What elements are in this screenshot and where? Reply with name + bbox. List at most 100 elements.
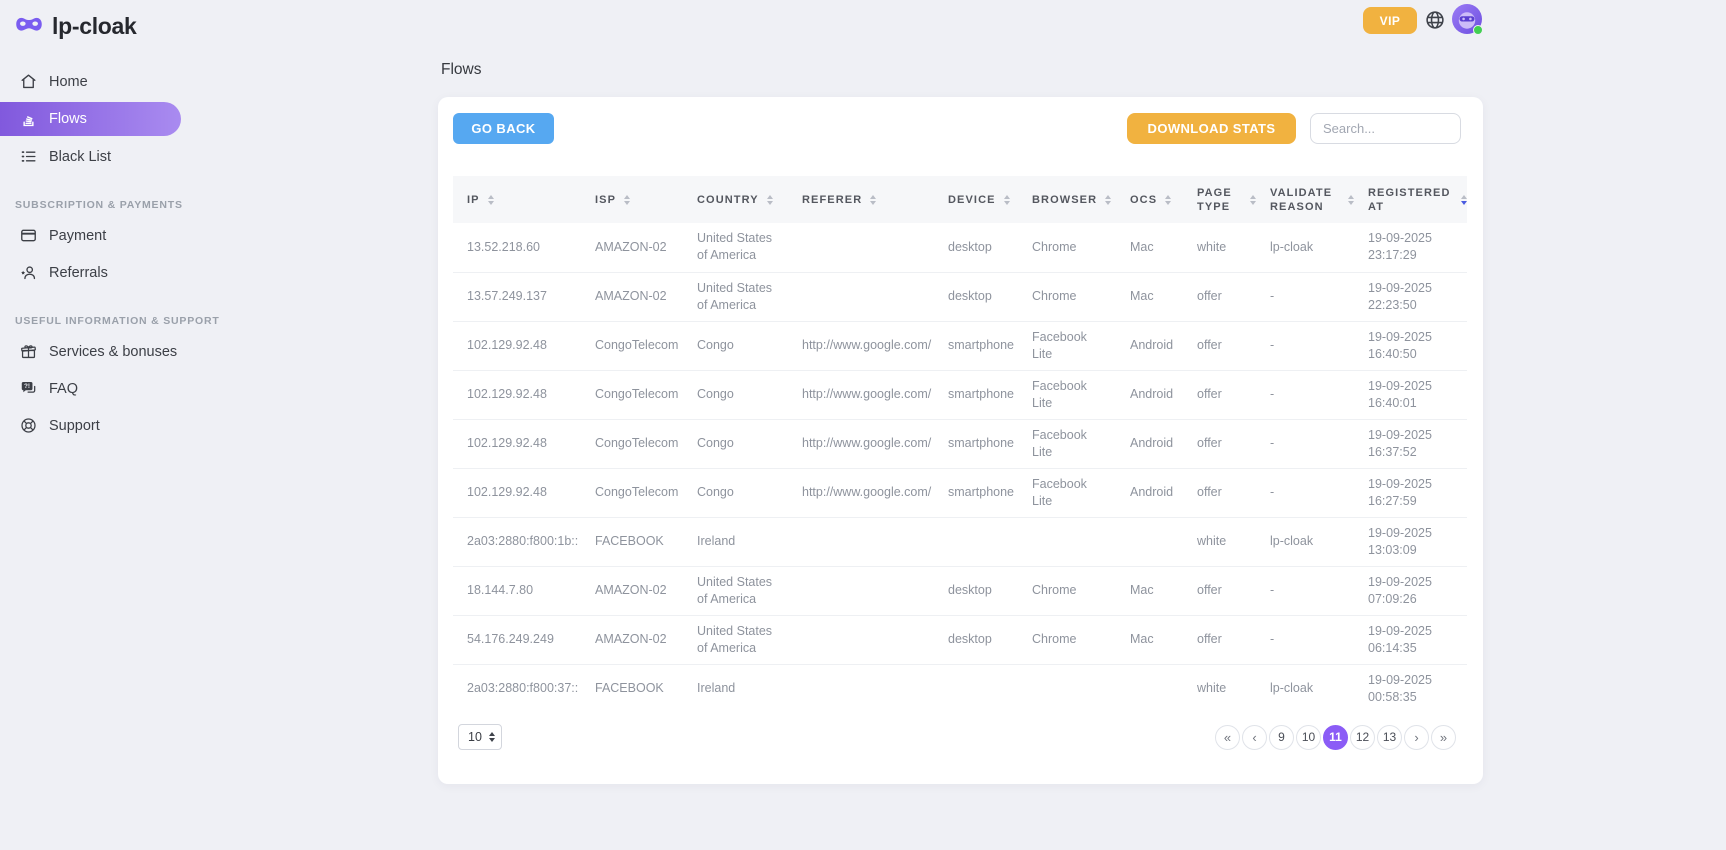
go-back-button[interactable]: GO BACK bbox=[453, 113, 554, 144]
sidebar-item-label: Flows bbox=[49, 111, 87, 127]
table-row: 13.52.218.60 AMAZON-02 United States of Am… bbox=[453, 223, 1467, 272]
sidebar-item-label: Services & bonuses bbox=[49, 343, 178, 360]
cell-registered-at: 19-09-2025 16:40:01 bbox=[1354, 369, 1467, 419]
column-label: BROWSER bbox=[1032, 193, 1098, 206]
pagination-page-13[interactable]: 13 bbox=[1377, 724, 1402, 750]
cell-page-type: white bbox=[1183, 516, 1256, 566]
sort-icon bbox=[624, 194, 631, 205]
sidebar: lp-cloak Home Flows Black List SUBSCRIPTION… bbox=[0, 0, 220, 850]
cell-page-type: white bbox=[1183, 663, 1256, 713]
cell-validate-reason: - bbox=[1256, 418, 1354, 468]
cell-referer bbox=[788, 614, 934, 664]
cell-ip: 13.57.249.137 bbox=[453, 271, 581, 321]
sidebar-item-home[interactable]: Home bbox=[0, 63, 181, 100]
column-label: REFERER bbox=[802, 193, 863, 206]
column-header-page-type[interactable]: PAGE TYPE bbox=[1183, 176, 1256, 223]
cell-registered-at: 19-09-2025 16:27:59 bbox=[1354, 467, 1467, 517]
sidebar-item-referrals[interactable]: Referrals bbox=[0, 254, 181, 291]
column-header-referer[interactable]: REFERER bbox=[788, 176, 934, 223]
cell-country: United States of America bbox=[683, 271, 788, 321]
column-header-country[interactable]: COUNTRY bbox=[683, 176, 788, 223]
cell-country: Ireland bbox=[683, 663, 788, 713]
column-label: OCS bbox=[1130, 193, 1158, 206]
cell-country: United States of America bbox=[683, 565, 788, 615]
cell-registered-at: 19-09-2025 16:40:50 bbox=[1354, 320, 1467, 370]
table-body: 13.52.218.60 AMAZON-02 United States of Am… bbox=[453, 223, 1467, 713]
cell-validate-reason: - bbox=[1256, 614, 1354, 664]
cell-ocs bbox=[1116, 516, 1183, 566]
table-row: 2a03:2880:f800:1b:: FACEBOOK Ireland white l… bbox=[453, 516, 1467, 566]
cell-page-type: offer bbox=[1183, 614, 1256, 664]
column-header-ip[interactable]: IP bbox=[453, 176, 581, 223]
sidebar-section-useful-information-support: USEFUL INFORMATION & SUPPORT bbox=[15, 315, 220, 327]
table-header: IP ISP COUNTRY REFERER DEVICE BROWSER OCS PAGE … bbox=[453, 176, 1467, 223]
cell-registered-at: 19-09-2025 23:17:29 bbox=[1368, 231, 1432, 263]
column-label: REGISTERED AT bbox=[1368, 186, 1451, 213]
mask-logo-icon bbox=[15, 15, 43, 39]
column-header-device[interactable]: DEVICE bbox=[934, 176, 1018, 223]
sidebar-item-services-bonuses[interactable]: Services & bonuses bbox=[0, 333, 181, 370]
pagination-page-9[interactable]: 9 bbox=[1269, 724, 1294, 750]
column-header-isp[interactable]: ISP bbox=[581, 176, 683, 223]
credit-card-icon bbox=[19, 226, 38, 245]
page-size-value: 10 bbox=[468, 730, 482, 744]
cell-validate-reason: lp-cloak bbox=[1256, 516, 1354, 566]
support-icon bbox=[19, 416, 38, 435]
cell-ip: 18.144.7.80 bbox=[453, 565, 581, 615]
pagination-page-11[interactable]: 11 bbox=[1323, 724, 1348, 750]
sort-icon bbox=[1461, 194, 1467, 205]
cell-ip: 54.176.249.249 bbox=[453, 614, 581, 664]
pagination-page-12[interactable]: 12 bbox=[1350, 724, 1375, 750]
pagination-next[interactable]: › bbox=[1404, 724, 1429, 750]
table-row: 2a03:2880:f800:37:: FACEBOOK Ireland white l… bbox=[453, 663, 1467, 713]
sidebar-item-black-list[interactable]: Black List bbox=[0, 138, 181, 175]
download-stats-button[interactable]: DOWNLOAD STATS bbox=[1127, 113, 1296, 144]
pagination-prev[interactable]: ‹ bbox=[1242, 724, 1267, 750]
pagination-first[interactable]: « bbox=[1215, 724, 1240, 750]
cell-device: smartphone bbox=[934, 369, 1018, 419]
cell-browser: Facebook Lite bbox=[1018, 418, 1116, 468]
cell-ip: 102.129.92.48 bbox=[453, 418, 581, 468]
cell-referer bbox=[788, 516, 934, 566]
vip-button[interactable]: VIP bbox=[1363, 7, 1417, 34]
cell-registered-at: 19-09-2025 06:14:35 bbox=[1354, 614, 1467, 664]
brand-logo[interactable]: lp-cloak bbox=[0, 0, 181, 40]
avatar[interactable] bbox=[1452, 4, 1483, 35]
column-header-ocs[interactable]: OCS bbox=[1116, 176, 1183, 223]
page-size-select[interactable]: 10 bbox=[458, 724, 502, 750]
pagination-page-10[interactable]: 10 bbox=[1296, 724, 1321, 750]
cell-device: smartphone bbox=[934, 418, 1018, 468]
column-header-registered-at[interactable]: REGISTERED AT bbox=[1354, 176, 1467, 223]
pagination-last[interactable]: » bbox=[1431, 724, 1456, 750]
cell-browser bbox=[1018, 663, 1116, 713]
sidebar-item-flows[interactable]: Flows bbox=[0, 102, 181, 136]
column-label: VALIDATE REASON bbox=[1270, 186, 1333, 213]
cell-ocs: Mac bbox=[1116, 565, 1183, 615]
sidebar-item-payment[interactable]: Payment bbox=[0, 217, 181, 254]
cell-ocs: Mac bbox=[1116, 271, 1183, 321]
column-label: ISP bbox=[595, 193, 617, 206]
cell-page-type: offer bbox=[1183, 418, 1256, 468]
cell-device: desktop bbox=[934, 614, 1018, 664]
sidebar-item-support[interactable]: Support bbox=[0, 407, 181, 444]
cell-isp: AMAZON-02 bbox=[581, 614, 683, 664]
sort-icon bbox=[1165, 194, 1172, 205]
cell-page-type: offer bbox=[1183, 271, 1256, 321]
sidebar-item-label: Payment bbox=[49, 227, 107, 244]
cell-browser: Facebook Lite bbox=[1018, 467, 1116, 517]
faq-icon: ?! bbox=[19, 379, 38, 398]
globe-icon[interactable] bbox=[1424, 9, 1446, 31]
cell-ocs: Android bbox=[1116, 320, 1183, 370]
search-input[interactable] bbox=[1310, 113, 1461, 144]
cell-validate-reason: - bbox=[1256, 467, 1354, 517]
cell-isp: FACEBOOK bbox=[581, 663, 683, 713]
cell-ocs: Android bbox=[1116, 369, 1183, 419]
column-header-validate-reason[interactable]: VALIDATE REASON bbox=[1256, 176, 1354, 223]
sidebar-item-faq[interactable]: ?! FAQ bbox=[0, 370, 181, 407]
cell-browser bbox=[1018, 516, 1116, 566]
sidebar-item-label: Home bbox=[49, 73, 88, 90]
column-label: IP bbox=[467, 193, 480, 206]
column-header-browser[interactable]: BROWSER bbox=[1018, 176, 1116, 223]
table-row: 102.129.92.48 CongoTelecom Congo http://www… bbox=[453, 320, 1467, 370]
